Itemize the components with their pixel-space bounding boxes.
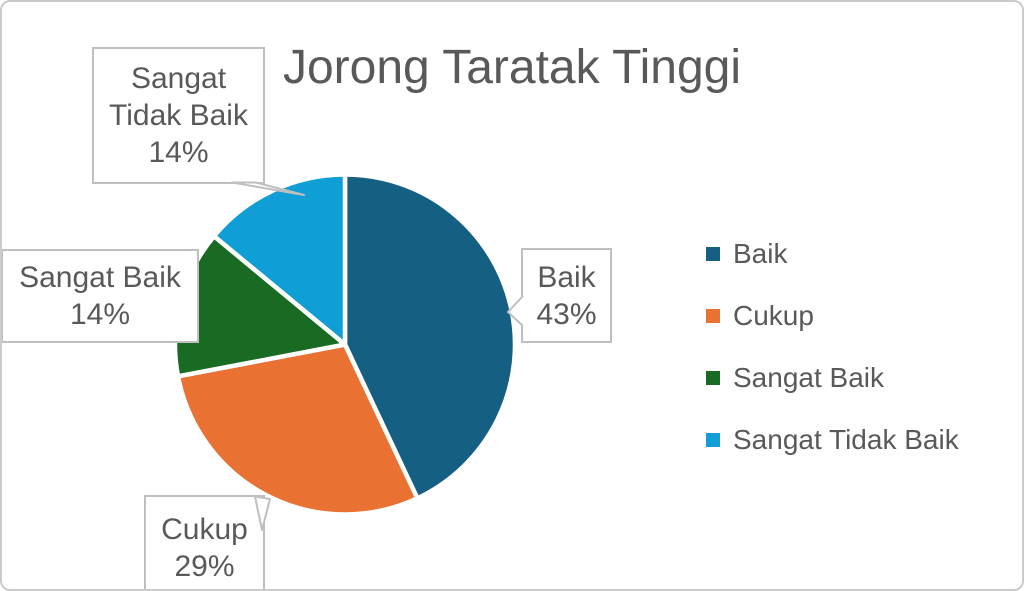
data-label-category: Baik (537, 260, 596, 294)
legend-swatch-sangat-tidak-baik-icon (706, 433, 720, 447)
data-label-category: Sangat Tidak Baik (109, 62, 248, 132)
legend-item-cukup: Cukup (706, 300, 959, 331)
data-label-value: 14% (69, 298, 131, 331)
data-label-callout-cukup: Cukup 29% (144, 495, 265, 589)
data-label-callout-sangat-baik: Sangat Baik 14% (2, 249, 199, 343)
data-label-callout-baik: Baik 43% (521, 248, 612, 343)
legend-swatch-cukup-icon (706, 309, 720, 323)
legend-swatch-sangat-baik-icon (706, 371, 720, 385)
data-label-category: Cukup (161, 513, 248, 546)
legend-label: Sangat Tidak Baik (733, 424, 959, 455)
legend-label: Sangat Baik (733, 362, 884, 393)
data-label-value: 43% (536, 297, 597, 331)
data-label-value: 29% (174, 550, 235, 583)
data-label-category: Sangat Baik (19, 261, 181, 294)
legend-item-baik: Baik (706, 238, 959, 269)
chart-legend: Baik Cukup Sangat Baik Sangat Tidak Baik (706, 238, 959, 488)
data-label-value: 14% (148, 136, 209, 169)
data-label-callout-sangat-tidak-baik: Sangat Tidak Baik 14% (92, 47, 265, 184)
chart-title: Jorong Taratak Tinggi (282, 41, 742, 94)
legend-item-sangat-tidak-baik: Sangat Tidak Baik (706, 424, 959, 455)
legend-swatch-baik-icon (706, 247, 720, 261)
legend-label: Baik (733, 238, 788, 269)
legend-label: Cukup (733, 300, 814, 331)
legend-item-sangat-baik: Sangat Baik (706, 362, 959, 393)
